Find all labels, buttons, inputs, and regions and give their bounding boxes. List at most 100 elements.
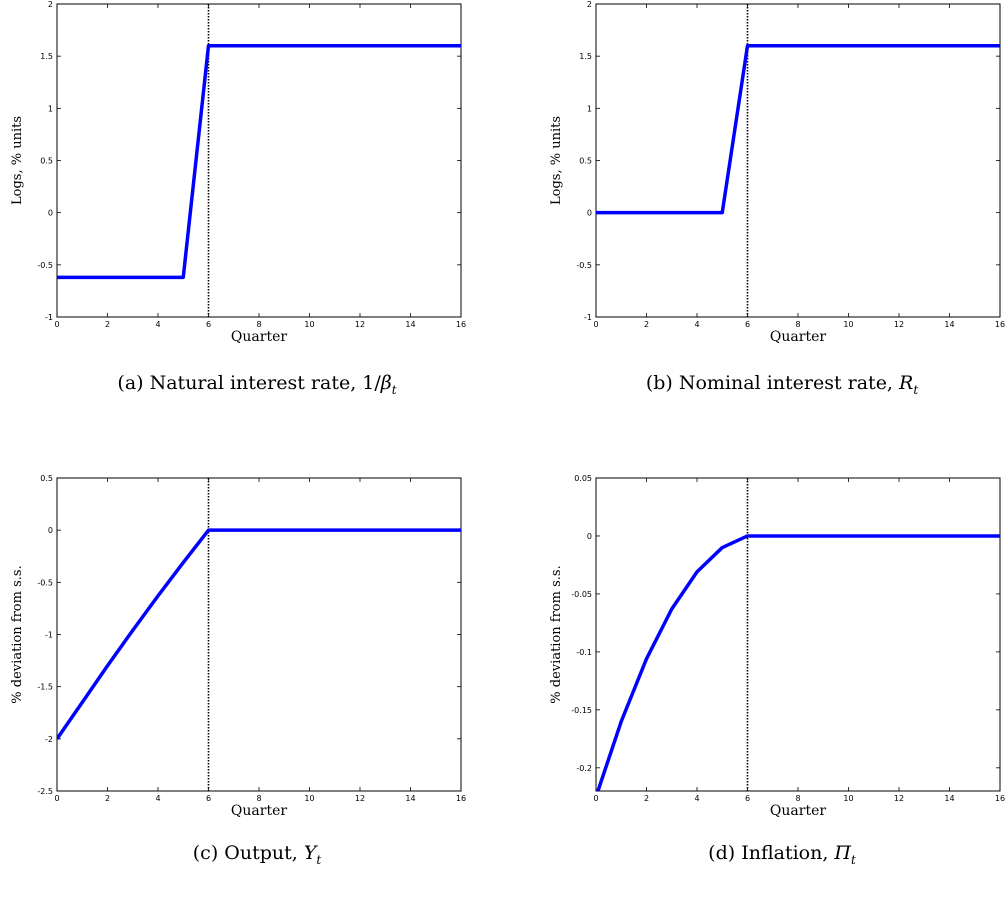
- y-tick-label: -2.5: [37, 787, 53, 796]
- chart-panel-d: 0 2 4 6 8 10 12 14 16 -0.2 -0.15 -0.1 -0.05 0 0.05 Quar…: [549, 474, 1005, 819]
- caption-d: (d) Inflation, Πt: [708, 842, 856, 867]
- y-tick-label: -1: [584, 313, 592, 322]
- y-tick-label: -1: [45, 313, 53, 322]
- x-tick-label: 16: [456, 794, 466, 803]
- y-tick-label: 0.5: [579, 157, 592, 166]
- x-tick-label: 6: [206, 794, 211, 803]
- y-tick-label: 0: [48, 526, 53, 535]
- x-tick-label: 2: [105, 320, 110, 329]
- axes-frame: [595, 477, 1001, 792]
- caption-prefix: (b) Nominal interest rate,: [645, 372, 900, 394]
- y-tick-label: -2: [45, 735, 53, 744]
- x-tick-label: 0: [54, 794, 59, 803]
- x-tick-label: 16: [995, 794, 1005, 803]
- series-line: [596, 43, 1000, 215]
- x-tick-label: 8: [256, 794, 261, 803]
- x-tick-label: 8: [795, 320, 800, 329]
- caption-symbol: R: [899, 372, 914, 394]
- x-tick-label: 12: [355, 320, 365, 329]
- y-tick-label: -1: [45, 631, 53, 640]
- x-axis-label: Quarter: [231, 803, 287, 819]
- caption-prefix: (c) Output,: [192, 842, 304, 864]
- x-tick-label: 12: [894, 794, 904, 803]
- caption-symbol: β: [380, 372, 392, 394]
- y-tick-label: 0: [48, 209, 53, 218]
- chart-panel-b: 0 2 4 6 8 10 12 14 16 -1 -0.5 0 0.5 1 1.5 2 Quarter Logs,…: [549, 0, 1005, 345]
- series-line: [57, 528, 461, 740]
- x-tick-label: 2: [644, 794, 649, 803]
- x-tick-label: 4: [155, 794, 160, 803]
- x-tick-label: 0: [593, 320, 598, 329]
- y-tick-label: 1: [587, 104, 592, 113]
- x-tick-label: 10: [843, 794, 853, 803]
- axes-frame: [56, 477, 462, 792]
- x-tick-label: 4: [155, 320, 160, 329]
- y-tick-label: -0.05: [571, 590, 592, 599]
- x-tick-label: 10: [304, 320, 314, 329]
- x-tick-label: 10: [304, 794, 314, 803]
- x-axis-label: Quarter: [770, 803, 826, 819]
- y-tick-label: 2: [48, 0, 53, 9]
- x-tick-label: 6: [206, 320, 211, 329]
- chart-panel-c: 0 2 4 6 8 10 12 14 16 -2.5 -2 -1.5 -1 -0.5 0 0.5 Quarter…: [10, 474, 466, 819]
- y-tick-label: -0.5: [576, 261, 592, 270]
- y-tick-label: -0.5: [37, 261, 53, 270]
- y-tick-label: 0.5: [40, 474, 53, 483]
- caption-c: (c) Output, Yt: [193, 842, 321, 867]
- x-axis-label: Quarter: [231, 329, 287, 345]
- caption-symbol: Π: [834, 842, 851, 864]
- caption-subscript: t: [316, 852, 322, 867]
- x-tick-label: 8: [795, 794, 800, 803]
- x-tick-label: 2: [644, 320, 649, 329]
- chart-panel-a: 0 2 4 6 8 10 12 14 16 -1 -0.5 0 0.5 1 1.5 2 Quarter Logs,…: [10, 0, 466, 345]
- x-tick-label: 14: [405, 794, 415, 803]
- y-tick-label: 0.5: [40, 157, 53, 166]
- x-tick-label: 16: [456, 320, 466, 329]
- series-line: [596, 534, 1000, 791]
- caption-subscript: t: [391, 382, 397, 397]
- y-tick-label: 1.5: [579, 52, 592, 61]
- caption-subscript: t: [913, 382, 919, 397]
- x-tick-label: 8: [256, 320, 261, 329]
- x-tick-label: 0: [593, 794, 598, 803]
- x-tick-label: 12: [894, 320, 904, 329]
- x-tick-label: 14: [944, 794, 954, 803]
- y-tick-label: -0.1: [576, 648, 592, 657]
- x-tick-label: 10: [843, 320, 853, 329]
- y-tick-label: 2: [587, 0, 592, 9]
- caption-a: (a) Natural interest rate, 1/βt: [117, 372, 396, 397]
- y-tick-label: -0.2: [576, 764, 592, 773]
- y-axis-label: % deviation from s.s.: [549, 565, 564, 703]
- y-tick-label: -1.5: [37, 683, 53, 692]
- caption-prefix: (a) Natural interest rate, 1/: [117, 372, 381, 394]
- series-line: [57, 43, 461, 280]
- y-tick-label: -0.15: [571, 706, 592, 715]
- y-tick-label: 0: [587, 532, 592, 541]
- x-tick-label: 2: [105, 794, 110, 803]
- y-axis-label: Logs, % units: [549, 116, 564, 205]
- x-tick-label: 4: [694, 320, 699, 329]
- x-tick-label: 14: [405, 320, 415, 329]
- y-axis-label: Logs, % units: [10, 116, 25, 205]
- y-tick-label: -0.5: [37, 578, 53, 587]
- x-tick-label: 12: [355, 794, 365, 803]
- y-tick-label: 1: [48, 104, 53, 113]
- caption-b: (b) Nominal interest rate, Rt: [646, 372, 918, 397]
- x-tick-label: 0: [54, 320, 59, 329]
- axes-frame: [595, 3, 1001, 318]
- caption-symbol: Y: [303, 842, 317, 864]
- x-tick-label: 14: [944, 320, 954, 329]
- caption-subscript: t: [851, 852, 856, 867]
- y-tick-label: 0: [587, 209, 592, 218]
- caption-prefix: (d) Inflation,: [708, 842, 835, 864]
- x-axis-label: Quarter: [770, 329, 826, 345]
- x-tick-label: 6: [745, 320, 750, 329]
- x-tick-label: 16: [995, 320, 1005, 329]
- y-tick-label: 0.05: [574, 474, 592, 483]
- axes-frame: [56, 3, 462, 318]
- x-tick-label: 6: [745, 794, 750, 803]
- y-tick-label: 1.5: [40, 52, 53, 61]
- y-axis-label: % deviation from s.s.: [10, 565, 25, 703]
- x-tick-label: 4: [694, 794, 699, 803]
